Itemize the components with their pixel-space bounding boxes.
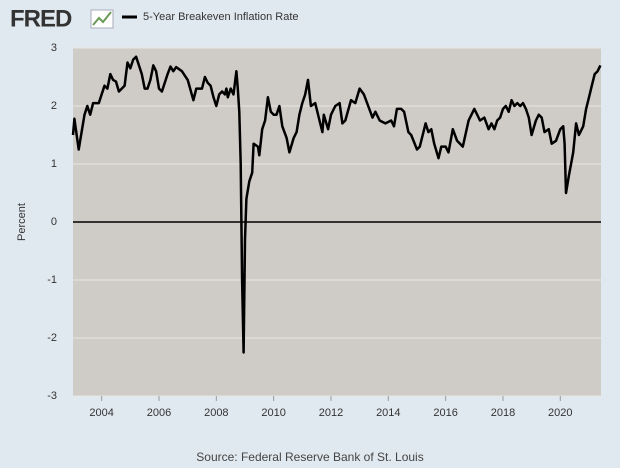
x-tick-label: 2020 [548,407,572,419]
y-tick-label: -3 [47,390,57,402]
x-tick-label: 2004 [89,407,113,419]
y-tick-label: -1 [47,274,57,286]
x-tick-label: 2008 [204,407,228,419]
y-tick-label: 1 [51,158,57,170]
y-tick-label: 2 [51,100,57,112]
y-tick-label: 0 [51,216,57,228]
logo: FRED [10,5,72,32]
legend-label: 5-Year Breakeven Inflation Rate [143,11,299,23]
y-tick-label: -2 [47,332,57,344]
source: Source: Federal Reserve Bank of St. Loui… [196,450,423,464]
x-tick-label: 2010 [261,407,285,419]
logo-icon [90,9,114,29]
x-tick-label: 2018 [491,407,515,419]
x-tick-label: 2006 [147,407,171,419]
x-tick-label: 2016 [433,407,457,419]
x-tick-label: 2014 [376,407,400,419]
y-axis-label: Percent [16,203,28,241]
y-tick-label: 3 [51,42,57,54]
data-line [71,55,602,354]
x-tick-label: 2012 [319,407,343,419]
